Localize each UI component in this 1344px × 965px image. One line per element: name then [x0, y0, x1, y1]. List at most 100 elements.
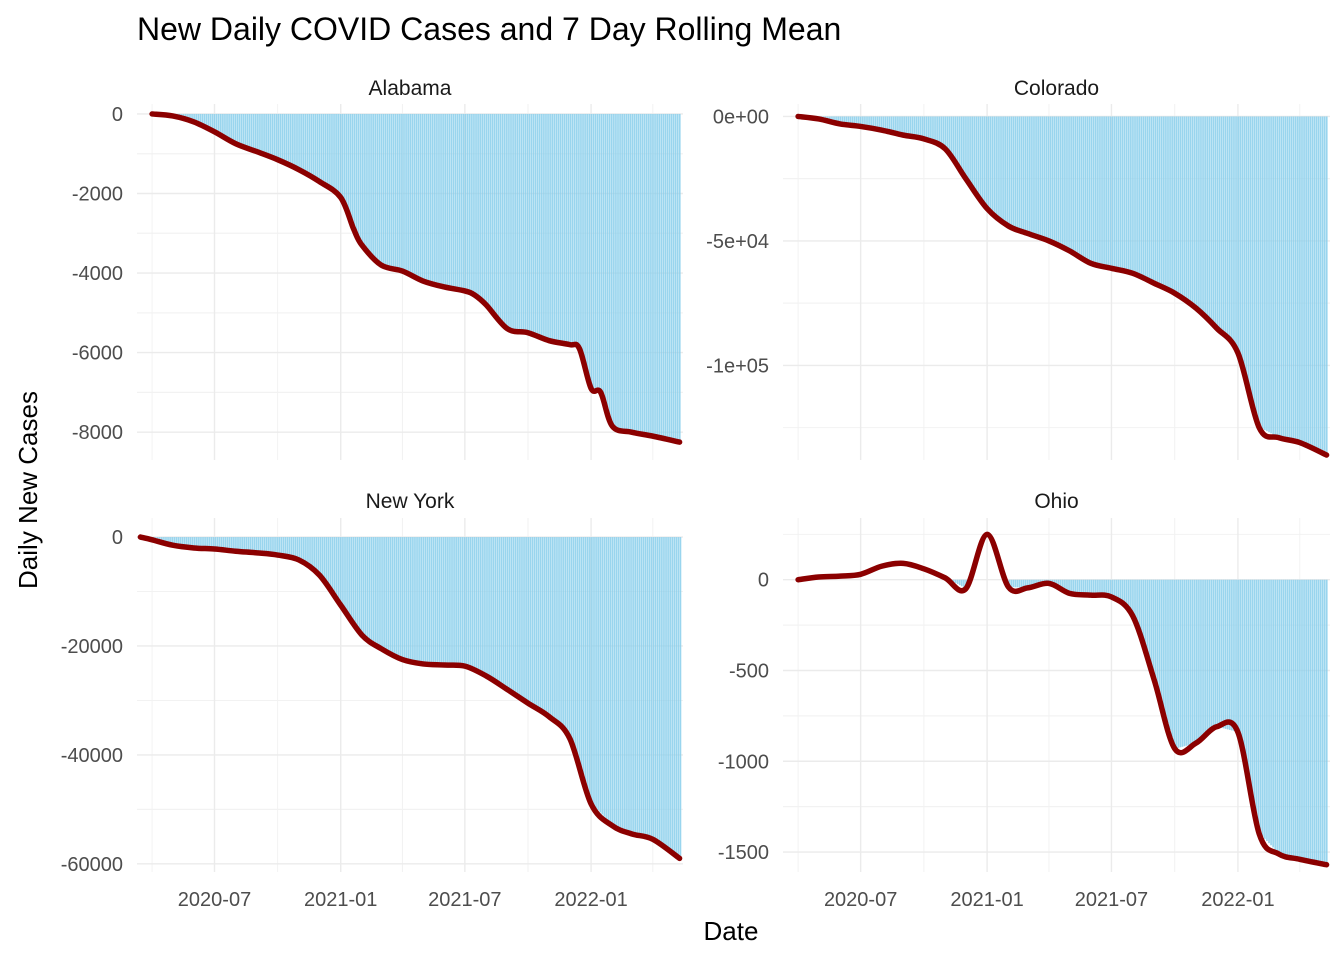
daily-bar: [1235, 580, 1237, 732]
daily-bar: [928, 116, 930, 140]
daily-bar: [358, 114, 360, 237]
daily-bar: [996, 116, 998, 215]
daily-bar: [1050, 116, 1052, 241]
x-tick-label: 2022-01: [554, 889, 627, 911]
daily-bar: [905, 116, 907, 135]
daily-bar: [299, 537, 301, 560]
daily-bar: [522, 114, 524, 332]
daily-bar: [435, 537, 437, 664]
daily-bar: [675, 114, 677, 441]
daily-bar: [1320, 116, 1322, 451]
daily-bar: [553, 114, 555, 342]
daily-bar: [992, 116, 994, 212]
daily-bar: [1029, 116, 1031, 233]
daily-bar: [916, 116, 918, 137]
x-tick-label: 2021-01: [304, 889, 377, 911]
daily-bar: [1136, 116, 1138, 274]
daily-bar: [464, 537, 466, 666]
daily-bar: [1144, 116, 1146, 278]
daily-bar: [431, 537, 433, 664]
daily-bar: [1231, 580, 1233, 731]
daily-bar: [241, 114, 243, 146]
daily-bar: [1023, 116, 1025, 231]
daily-bar: [1266, 580, 1268, 841]
daily-bar: [540, 537, 542, 711]
daily-bar: [461, 114, 463, 290]
daily-bar: [407, 114, 409, 273]
daily-bar: [607, 114, 609, 410]
daily-bar: [1083, 116, 1085, 258]
daily-bar: [551, 114, 553, 341]
daily-bar: [963, 116, 965, 174]
daily-bar: [365, 537, 367, 637]
daily-bar: [391, 537, 393, 654]
daily-bar: [660, 114, 662, 438]
y-tick-label: -5e+04: [706, 231, 769, 253]
daily-bar: [1095, 116, 1097, 264]
daily-bar: [1035, 116, 1037, 236]
daily-bar: [912, 116, 914, 136]
daily-bar: [1245, 580, 1247, 769]
daily-bar: [484, 537, 486, 675]
daily-bar: [370, 114, 372, 254]
daily-bar: [1194, 580, 1196, 744]
daily-bar: [949, 116, 951, 153]
daily-bar: [1198, 580, 1200, 742]
daily-bar: [280, 114, 282, 161]
daily-bar: [556, 537, 558, 724]
y-tick-label: -2000: [72, 183, 123, 205]
daily-bar: [298, 114, 300, 169]
daily-bar: [348, 537, 350, 616]
daily-bar: [1054, 116, 1056, 243]
daily-bar: [513, 537, 515, 693]
daily-bar: [990, 116, 992, 210]
daily-bar: [324, 537, 326, 581]
daily-bar: [1171, 580, 1173, 737]
daily-bar: [500, 114, 502, 320]
daily-bar: [360, 114, 362, 241]
daily-bar: [1200, 116, 1202, 312]
daily-bar: [1177, 580, 1179, 748]
daily-bar: [1276, 580, 1278, 852]
daily-bar: [1202, 116, 1204, 314]
daily-bar: [1258, 116, 1260, 422]
daily-bar: [496, 114, 498, 316]
daily-bar: [344, 537, 346, 610]
daily-bar: [274, 114, 276, 158]
daily-bar: [1202, 580, 1204, 738]
daily-bar: [450, 114, 452, 288]
x-tick-label: 2020-07: [178, 889, 251, 911]
daily-bar: [988, 116, 990, 209]
daily-bar: [1153, 580, 1155, 676]
daily-bar: [1307, 580, 1309, 861]
daily-bar: [463, 114, 465, 291]
daily-bar: [1297, 116, 1299, 441]
daily-bar: [271, 114, 273, 157]
x-tick-label: 2021-07: [428, 889, 501, 911]
daily-bar: [401, 114, 403, 271]
daily-bar: [629, 114, 631, 432]
daily-bar: [255, 114, 257, 151]
daily-bar: [311, 114, 313, 176]
daily-bar: [284, 114, 286, 163]
daily-bar: [387, 114, 389, 267]
daily-bars: [142, 537, 681, 858]
daily-bar: [1295, 116, 1297, 441]
daily-bar: [640, 537, 642, 836]
daily-bar: [472, 537, 474, 669]
daily-bar: [566, 114, 568, 344]
y-tick-label: -20000: [61, 636, 123, 658]
daily-bar: [657, 537, 659, 842]
daily-bar: [537, 114, 539, 336]
daily-bar: [267, 114, 269, 156]
daily-bar: [1274, 580, 1276, 850]
daily-bar: [603, 114, 605, 398]
daily-bar: [1163, 580, 1165, 710]
daily-bar: [667, 114, 669, 439]
daily-bar: [488, 114, 490, 306]
daily-bar: [1241, 580, 1243, 749]
daily-bar: [1128, 116, 1130, 272]
daily-bar: [664, 114, 666, 439]
daily-bar: [1243, 116, 1245, 372]
daily-bar: [610, 537, 612, 823]
